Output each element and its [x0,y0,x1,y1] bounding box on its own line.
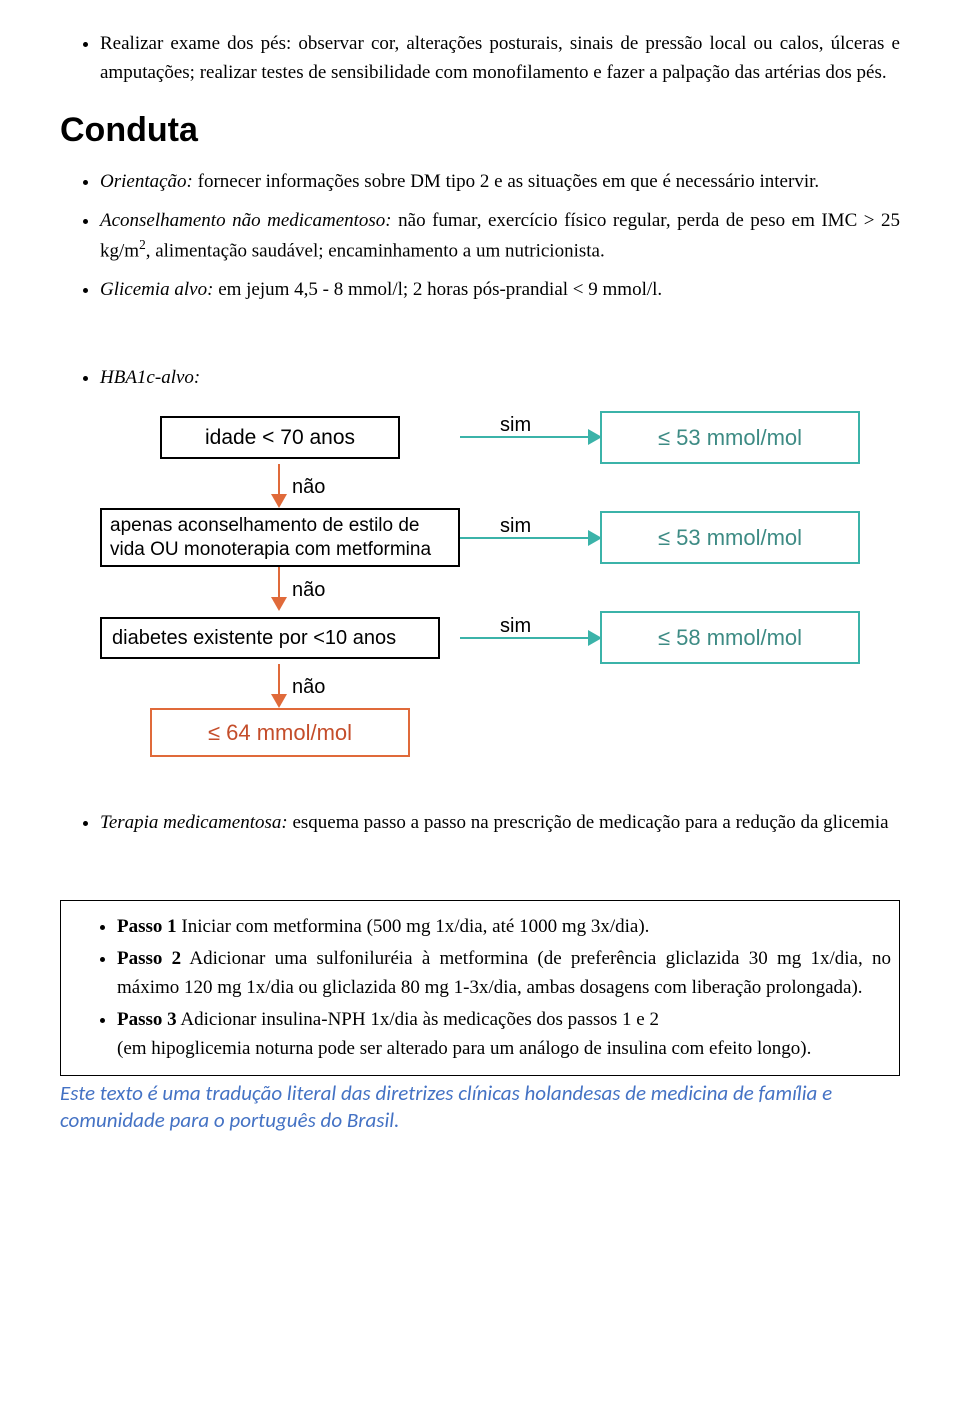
flow-node-age: idade < 70 anos [160,416,400,460]
flow-result: ≤ 53 mmol/mol [600,411,860,464]
arrow-right-icon [588,429,602,445]
step-text: Adicionar insulina-NPH 1x/dia às medicaç… [177,1009,659,1030]
arrow-line [460,436,600,438]
hba1c-list: HBA1c-alvo: [60,364,900,393]
text: em jejum 4,5 - 8 mmol/l; 2 horas pós-pra… [213,279,662,300]
arrow-line [460,537,600,539]
label: Terapia medicamentosa: [100,812,288,833]
arrow-line [278,664,280,694]
arrow-down-icon [271,494,287,508]
arrow-line [460,637,600,639]
flow-result: ≤ 58 mmol/mol [600,611,860,664]
arrow-right-icon [588,630,602,646]
text: esquema passo a passo na prescrição de m… [288,812,889,833]
label: Aconselhamento não medicamentoso: [100,210,392,231]
arrow-line [278,464,280,494]
section-heading: Conduta [60,105,900,156]
list-item: Realizar exame dos pés: observar cor, al… [100,30,900,87]
nao-label: não [292,575,325,605]
footnote: Este texto é uma tradução literal das di… [60,1080,900,1133]
hba1c-flowchart: idade < 70 anos sim ≤ 53 mmol/mol não ap… [100,411,920,758]
nao-label: não [292,472,325,502]
list-item: Orientação: fornecer informações sobre D… [100,168,900,197]
label: Orientação: [100,171,193,192]
step-text: Adicionar uma sulfoniluréia à metformina… [117,948,891,998]
step-item: Passo 1 Iniciar com metformina (500 mg 1… [117,913,891,942]
flow-result-final: ≤ 64 mmol/mol [150,708,410,757]
flow-node-lifestyle: apenas aconselhamento de estilo de vida … [100,508,460,568]
arrow-right-icon [588,530,602,546]
list-item: Aconselhamento não medicamentoso: não fu… [100,207,900,266]
arrow-down-icon [271,597,287,611]
arrow-line [278,567,280,597]
flow-node-duration: diabetes existente por <10 anos [100,617,440,659]
list-item: Terapia medicamentosa: esquema passo a p… [100,809,900,838]
step-item: Passo 2 Adicionar uma sulfoniluréia à me… [117,945,891,1002]
intro-list: Realizar exame dos pés: observar cor, al… [60,30,900,87]
step-label: Passo 1 [117,916,177,937]
step-label: Passo 2 [117,948,181,969]
step-text: (em hipoglicemia noturna pode ser altera… [117,1038,811,1059]
step-label: Passo 3 [117,1009,177,1030]
label: HBA1c-alvo: [100,367,200,388]
text: , alimentação saudável; encaminhamento a… [146,240,605,261]
terapia-list: Terapia medicamentosa: esquema passo a p… [60,809,900,838]
arrow-down-icon [271,694,287,708]
step-text: Iniciar com metformina (500 mg 1x/dia, a… [177,916,650,937]
list-item: Glicemia alvo: em jejum 4,5 - 8 mmol/l; … [100,276,900,305]
steps-box: Passo 1 Iniciar com metformina (500 mg 1… [60,900,900,1077]
superscript: 2 [139,237,146,252]
conduta-list: Orientação: fornecer informações sobre D… [60,168,900,304]
text: fornecer informações sobre DM tipo 2 e a… [193,171,819,192]
step-item: Passo 3 Adicionar insulina-NPH 1x/dia às… [117,1006,891,1063]
label: Glicemia alvo: [100,279,213,300]
nao-label: não [292,672,325,702]
list-item: HBA1c-alvo: [100,364,900,393]
flow-result: ≤ 53 mmol/mol [600,511,860,564]
